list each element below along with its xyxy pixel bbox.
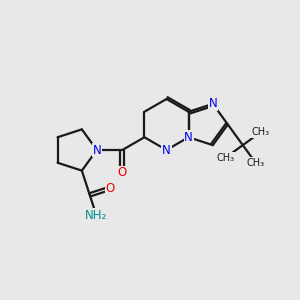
Text: O: O (118, 167, 127, 179)
Text: CH₃: CH₃ (216, 153, 234, 163)
Text: CH₃: CH₃ (247, 158, 265, 168)
Text: N: N (92, 143, 101, 157)
Text: N: N (208, 98, 217, 110)
Text: N: N (184, 131, 193, 144)
Text: O: O (106, 182, 115, 195)
Text: CH₃: CH₃ (251, 128, 269, 137)
Text: NH₂: NH₂ (85, 209, 107, 222)
Text: N: N (162, 143, 171, 157)
